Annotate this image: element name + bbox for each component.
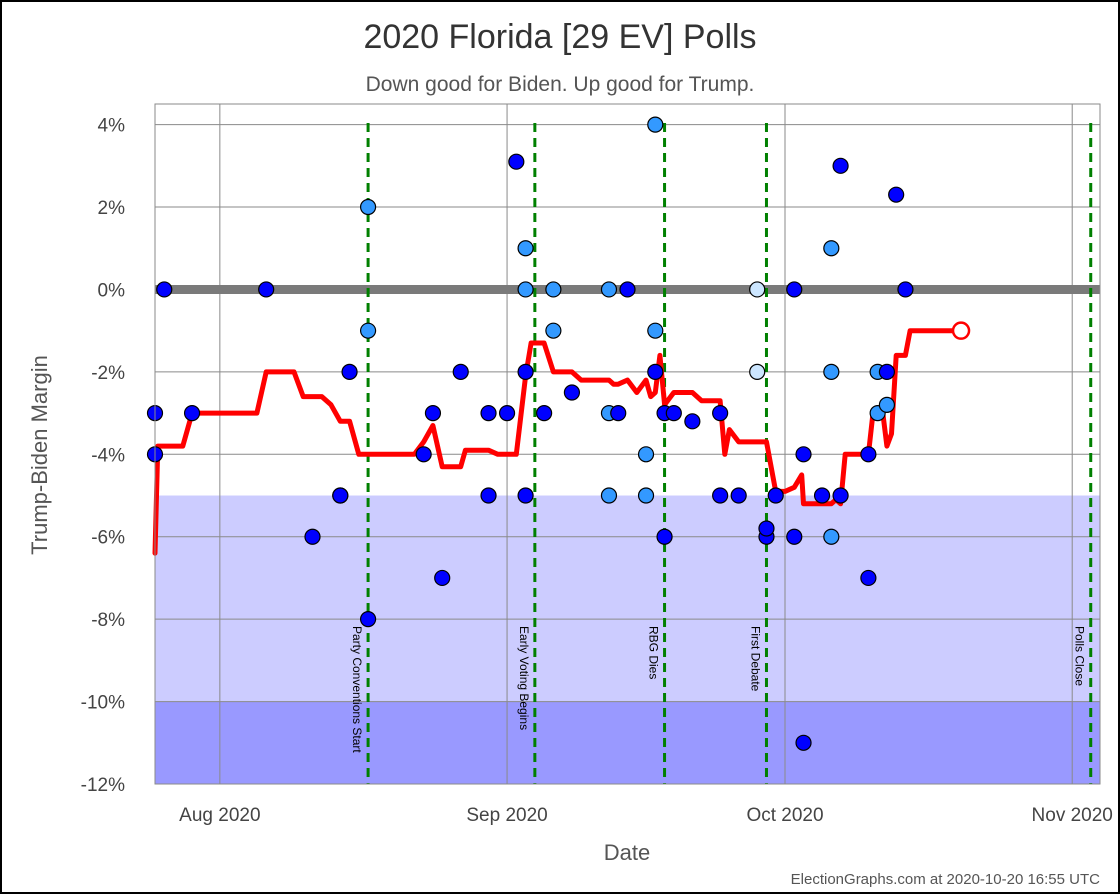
poll-point bbox=[749, 281, 766, 298]
poll-point bbox=[758, 520, 775, 537]
plot-polls bbox=[146, 116, 914, 751]
poll-point bbox=[767, 487, 784, 504]
poll-point bbox=[656, 528, 673, 545]
plot-average bbox=[152, 321, 971, 556]
poll-point bbox=[545, 281, 562, 298]
y-tick-label: -10% bbox=[81, 693, 125, 714]
poll-point bbox=[452, 363, 469, 380]
poll-point bbox=[498, 404, 516, 422]
poll-point bbox=[610, 404, 627, 422]
poll-point bbox=[832, 487, 849, 504]
y-tick-label: 4% bbox=[98, 116, 126, 137]
margin-band bbox=[155, 495, 1100, 702]
event-label: First Debate bbox=[748, 626, 762, 692]
y-tick-label: -8% bbox=[91, 610, 125, 631]
x-tick-label: Nov 2020 bbox=[1032, 805, 1113, 826]
poll-point bbox=[795, 734, 812, 751]
poll-point bbox=[795, 446, 812, 463]
poll-point bbox=[619, 281, 636, 298]
poll-point bbox=[637, 446, 655, 463]
poll-point bbox=[860, 446, 877, 463]
poll-point bbox=[832, 157, 849, 174]
poll-point bbox=[647, 363, 664, 380]
poll-point bbox=[813, 487, 831, 504]
y-tick-label: -12% bbox=[81, 775, 125, 796]
poll-point bbox=[508, 153, 525, 170]
chart-subtitle: Down good for Biden. Up good for Trump. bbox=[366, 73, 755, 96]
poll-point bbox=[600, 487, 618, 504]
poll-point bbox=[359, 198, 377, 216]
x-tick-label: Sep 2020 bbox=[466, 805, 547, 826]
poll-point bbox=[897, 281, 914, 298]
poll-point bbox=[665, 404, 682, 422]
poll-point bbox=[536, 404, 553, 422]
poll-point bbox=[341, 363, 358, 380]
plot-area-border bbox=[154, 103, 1101, 785]
poll-point bbox=[434, 569, 451, 587]
plot-events: Party Conventions Start Early Voting Begi… bbox=[350, 123, 1093, 784]
margin-band bbox=[155, 701, 1100, 784]
poll-point bbox=[545, 322, 562, 339]
poll-point bbox=[258, 281, 275, 298]
x-tick-labels: Aug 2020 Sep 2020 Oct 2020 Nov 2020 bbox=[179, 805, 1113, 826]
poll-point bbox=[684, 413, 701, 430]
poll-point bbox=[563, 384, 581, 401]
poll-point bbox=[730, 487, 747, 504]
poll-point bbox=[823, 240, 840, 257]
poll-point bbox=[786, 528, 803, 545]
plot-border bbox=[154, 103, 1101, 785]
event-label: Polls Close bbox=[1073, 626, 1087, 686]
y-axis-label: Trump-Biden Margin bbox=[27, 355, 52, 555]
poll-point bbox=[637, 487, 655, 504]
poll-point bbox=[888, 186, 905, 203]
y-tick-label: 0% bbox=[98, 280, 126, 301]
x-tick-label: Oct 2020 bbox=[746, 805, 823, 826]
poll-point bbox=[156, 281, 173, 298]
poll-point bbox=[860, 569, 877, 587]
poll-point bbox=[647, 116, 664, 133]
poll-point bbox=[415, 446, 432, 463]
poll-point bbox=[424, 404, 442, 422]
poll-point bbox=[517, 281, 534, 298]
event-label: RBG Dies bbox=[647, 626, 661, 679]
event-label: Early Voting Begins bbox=[517, 626, 531, 730]
chart-title: 2020 Florida [29 EV] Polls bbox=[363, 18, 756, 56]
poll-point bbox=[712, 487, 729, 504]
y-tick-labels: 4% 2% 0% -2% -4% -6% -8% -10% -12% bbox=[81, 116, 125, 796]
y-tick-label: -6% bbox=[91, 528, 125, 549]
y-tick-label: 2% bbox=[98, 198, 126, 219]
poll-point bbox=[712, 404, 729, 422]
poll-point bbox=[359, 322, 377, 339]
y-tick-label: -2% bbox=[91, 363, 125, 384]
poll-point bbox=[359, 611, 377, 628]
event-label: Party Conventions Start bbox=[350, 626, 364, 753]
x-tick-label: Aug 2020 bbox=[179, 805, 260, 826]
poll-point bbox=[786, 281, 803, 298]
poll-point bbox=[517, 363, 534, 380]
chart-credit: ElectionGraphs.com at 2020-10-20 16:55 U… bbox=[791, 871, 1100, 888]
plot-bands bbox=[155, 495, 1100, 784]
poll-point bbox=[823, 528, 840, 545]
x-axis-label: Date bbox=[604, 840, 650, 865]
poll-point bbox=[878, 396, 896, 413]
average-end-marker bbox=[951, 321, 971, 340]
poll-point bbox=[304, 528, 321, 545]
poll-point bbox=[480, 404, 497, 422]
average-line bbox=[152, 328, 964, 556]
poll-point bbox=[183, 404, 201, 422]
poll-point bbox=[480, 487, 497, 504]
poll-point bbox=[749, 363, 766, 380]
poll-point bbox=[517, 487, 534, 504]
poll-point bbox=[517, 240, 534, 257]
poll-point bbox=[600, 281, 618, 298]
poll-point bbox=[647, 322, 664, 339]
poll-point bbox=[823, 363, 840, 380]
poll-point bbox=[332, 487, 349, 504]
poll-point bbox=[878, 363, 896, 380]
y-tick-label: -4% bbox=[91, 445, 125, 466]
